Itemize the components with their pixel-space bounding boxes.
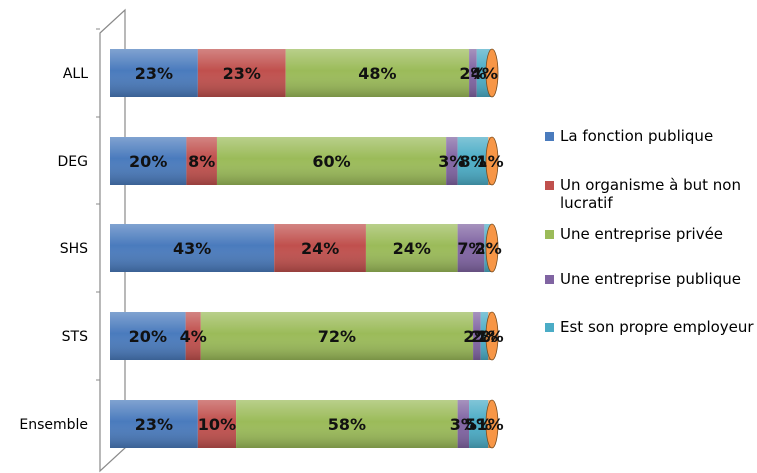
bar-segment-shade [285,49,470,97]
data-label: 4% [471,64,498,83]
legend-swatch [545,181,554,190]
bar-segment-shade [274,224,366,272]
legend-swatch [545,132,554,141]
data-label: 58% [328,415,366,434]
bar-segment-shade [480,312,489,360]
bar-segment-shade [216,137,447,185]
bar-segment-shade [469,49,477,97]
data-label: 43% [173,239,211,258]
category-label: ALL [63,66,88,82]
bar-segment-shade [185,312,201,360]
data-label: 2% [463,327,490,346]
legend-item: Un organisme à but non lucratif [545,176,757,212]
category-label: DEG [58,154,88,170]
data-label: 2% [471,327,498,346]
data-label: 23% [135,64,173,83]
bar-segment-shade [110,49,198,97]
bar-segment-shade [110,137,187,185]
legend-swatch [545,323,554,332]
bar-segment-shade [197,400,237,448]
bar-segment-shade [457,224,485,272]
data-label: 24% [301,239,339,258]
data-label: 7% [457,239,484,258]
bar-segment-shade [446,137,458,185]
data-label: 3% [450,415,477,434]
legend-label: La fonction publique [560,127,714,145]
legend-label: Un organisme à but non lucratif [560,176,741,212]
data-label: 23% [135,415,173,434]
category-label: STS [62,329,88,345]
data-label: 48% [358,64,396,83]
bar-segment-shade [197,49,286,97]
data-label: 2% [459,64,486,83]
data-label: 24% [393,239,431,258]
data-label: 8% [459,152,486,171]
bar-segment-shade [469,400,489,448]
legend-label: Est son propre employeur [560,318,754,336]
bar-end-cap [485,399,499,449]
data-label: 23% [223,64,261,83]
bar-segment-shade [110,312,186,360]
category-label: Ensemble [19,417,88,433]
data-label: 1% [477,415,504,434]
bar-end-cap [485,223,499,273]
bar-segment-shade [110,224,275,272]
bar-segment-shade [457,137,489,185]
bar-segment-shade [473,312,481,360]
legend-swatch [545,275,554,284]
bar-segment-shade [186,137,217,185]
data-label: 8% [188,152,215,171]
data-label: 72% [318,327,356,346]
bar-end-cap [485,48,499,98]
data-label: 60% [312,152,350,171]
data-label: 20% [129,327,167,346]
data-label: 5% [465,415,492,434]
data-label: 4% [180,327,207,346]
bar-segment-shade [236,400,458,448]
data-label: 1% [477,327,504,346]
bar-end-cap [485,311,499,361]
legend-item: La fonction publique [545,127,757,145]
data-label: 10% [198,415,236,434]
legend-label: Une entreprise publique [560,270,741,288]
data-label: 20% [129,152,167,171]
data-label: 2% [475,239,502,258]
bar-segment-shade [457,400,470,448]
bar-end-cap [485,136,499,186]
legend-swatch [545,230,554,239]
legend-item: Une entreprise publique [545,270,757,288]
data-label: 3% [438,152,465,171]
bar-segment-shade [110,400,198,448]
legend-item: Une entreprise privée [545,225,757,243]
legend-label: Une entreprise privée [560,225,724,243]
bar-segment-shade [200,312,474,360]
legend-item: Est son propre employeur [545,318,757,336]
category-label: SHS [60,241,88,257]
bar-segment-shade [365,224,458,272]
data-label: 1% [477,152,504,171]
